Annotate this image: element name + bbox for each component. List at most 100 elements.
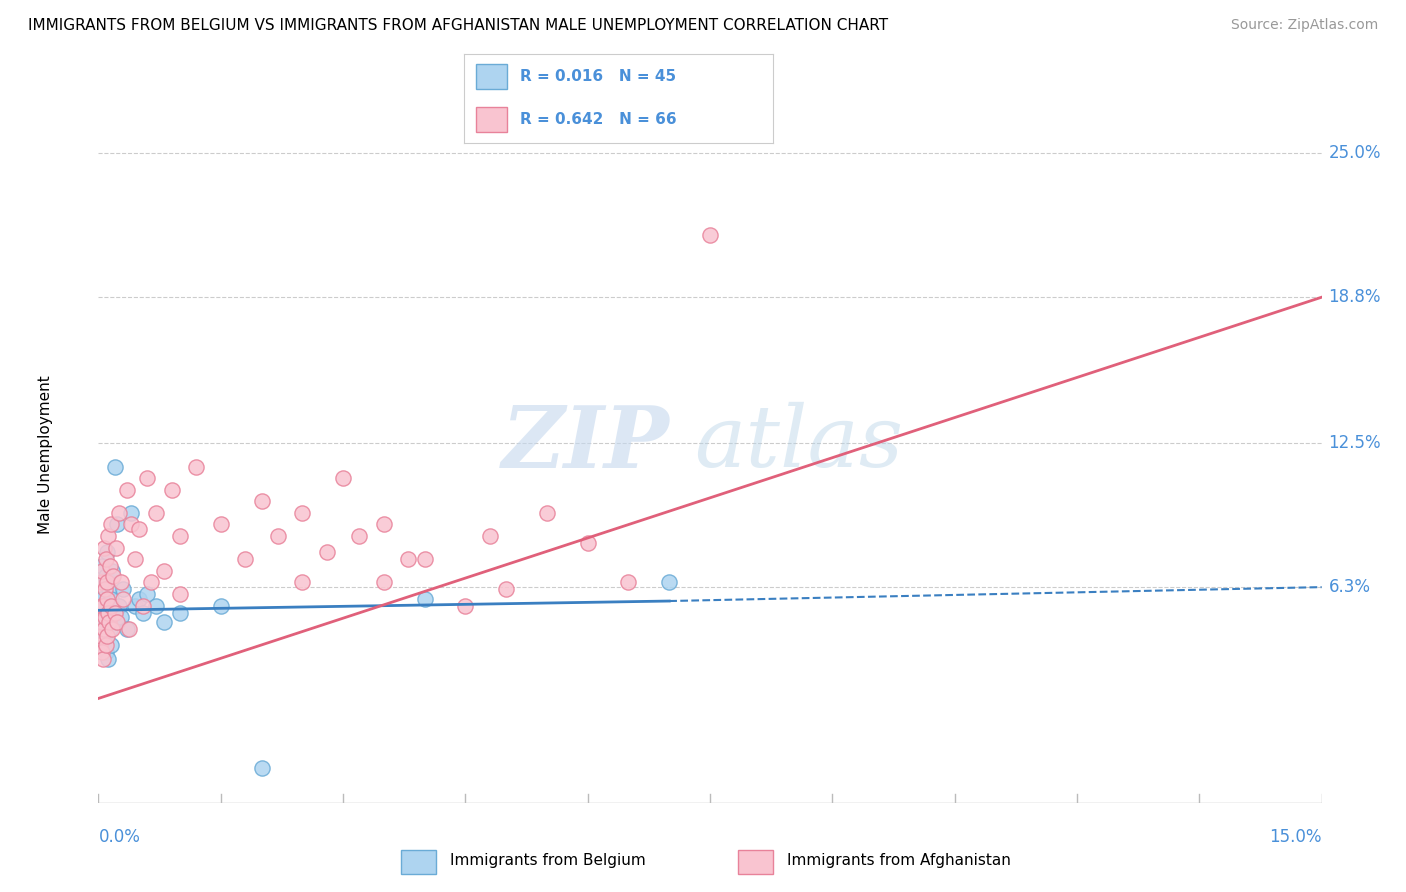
Text: 0.0%: 0.0%	[98, 828, 141, 846]
Point	[111, 591, 134, 606]
Point	[128, 591, 150, 606]
Point	[105, 615, 128, 629]
Point	[120, 517, 142, 532]
Text: R = 0.016   N = 45: R = 0.016 N = 45	[520, 70, 676, 84]
Point	[96, 629, 118, 643]
FancyBboxPatch shape	[477, 107, 508, 132]
Point	[349, 529, 371, 543]
Point	[89, 638, 111, 652]
Point	[100, 599, 122, 613]
Point	[97, 599, 120, 613]
Point	[94, 582, 117, 597]
Text: Male Unemployment: Male Unemployment	[38, 376, 53, 534]
Point	[120, 506, 142, 520]
Text: R = 0.642   N = 66: R = 0.642 N = 66	[520, 112, 676, 127]
Point	[373, 575, 395, 590]
Point	[91, 652, 114, 666]
Point	[291, 575, 314, 590]
Point	[96, 591, 118, 606]
Point	[576, 536, 599, 550]
Point	[97, 606, 120, 620]
Point	[93, 541, 115, 555]
Point	[98, 615, 121, 629]
Point	[98, 622, 121, 636]
Point	[169, 606, 191, 620]
Point	[118, 622, 141, 636]
Point	[94, 610, 117, 624]
Point	[169, 587, 191, 601]
Point	[94, 638, 117, 652]
Point	[93, 638, 115, 652]
Point	[152, 615, 174, 629]
Point	[96, 606, 118, 620]
Point	[90, 599, 112, 613]
Point	[90, 622, 112, 636]
Text: IMMIGRANTS FROM BELGIUM VS IMMIGRANTS FROM AFGHANISTAN MALE UNEMPLOYMENT CORRELA: IMMIGRANTS FROM BELGIUM VS IMMIGRANTS FR…	[28, 18, 889, 33]
Text: Immigrants from Afghanistan: Immigrants from Afghanistan	[787, 854, 1011, 868]
Point	[97, 652, 120, 666]
Point	[91, 629, 114, 643]
Point	[96, 575, 118, 590]
Point	[94, 552, 117, 566]
Point	[373, 517, 395, 532]
Point	[291, 506, 314, 520]
Point	[141, 575, 163, 590]
Point	[128, 522, 150, 536]
Point	[90, 629, 112, 643]
Point	[699, 227, 721, 242]
Point	[91, 610, 114, 624]
Point	[209, 599, 232, 613]
Point	[250, 761, 273, 775]
Point	[97, 529, 120, 543]
Point	[104, 606, 127, 620]
Point	[136, 587, 159, 601]
Point	[111, 582, 134, 597]
Point	[413, 552, 436, 566]
Text: 15.0%: 15.0%	[1270, 828, 1322, 846]
Point	[90, 587, 112, 601]
Text: Immigrants from Belgium: Immigrants from Belgium	[450, 854, 645, 868]
Point	[110, 610, 132, 624]
Text: ZIP: ZIP	[502, 401, 669, 485]
Point	[495, 582, 517, 597]
Point	[145, 506, 167, 520]
Point	[96, 615, 118, 629]
Point	[124, 552, 146, 566]
Point	[90, 599, 112, 613]
Point	[108, 599, 131, 613]
Point	[100, 638, 122, 652]
Point	[105, 517, 128, 532]
Point	[396, 552, 419, 566]
FancyBboxPatch shape	[477, 64, 508, 89]
Point	[108, 506, 131, 520]
Point	[233, 552, 256, 566]
Point	[105, 541, 128, 555]
Point	[91, 591, 114, 606]
Point	[89, 606, 111, 620]
Point	[124, 599, 146, 613]
Text: Source: ZipAtlas.com: Source: ZipAtlas.com	[1230, 18, 1378, 32]
Point	[186, 459, 208, 474]
Point	[98, 582, 121, 597]
Point	[100, 591, 122, 606]
Text: atlas: atlas	[693, 402, 903, 484]
Point	[132, 606, 155, 620]
Point	[658, 575, 681, 590]
Point	[101, 622, 124, 636]
Text: 18.8%: 18.8%	[1329, 288, 1381, 306]
Point	[104, 459, 127, 474]
Point	[267, 529, 290, 543]
Point	[250, 494, 273, 508]
Point	[94, 599, 117, 613]
Point	[617, 575, 640, 590]
Point	[100, 517, 122, 532]
Text: 25.0%: 25.0%	[1329, 145, 1381, 162]
Point	[332, 471, 354, 485]
Point	[209, 517, 232, 532]
Point	[152, 564, 174, 578]
Point	[91, 559, 114, 574]
Point	[536, 506, 558, 520]
Point	[132, 599, 155, 613]
Point	[91, 615, 114, 629]
Point	[105, 615, 128, 629]
